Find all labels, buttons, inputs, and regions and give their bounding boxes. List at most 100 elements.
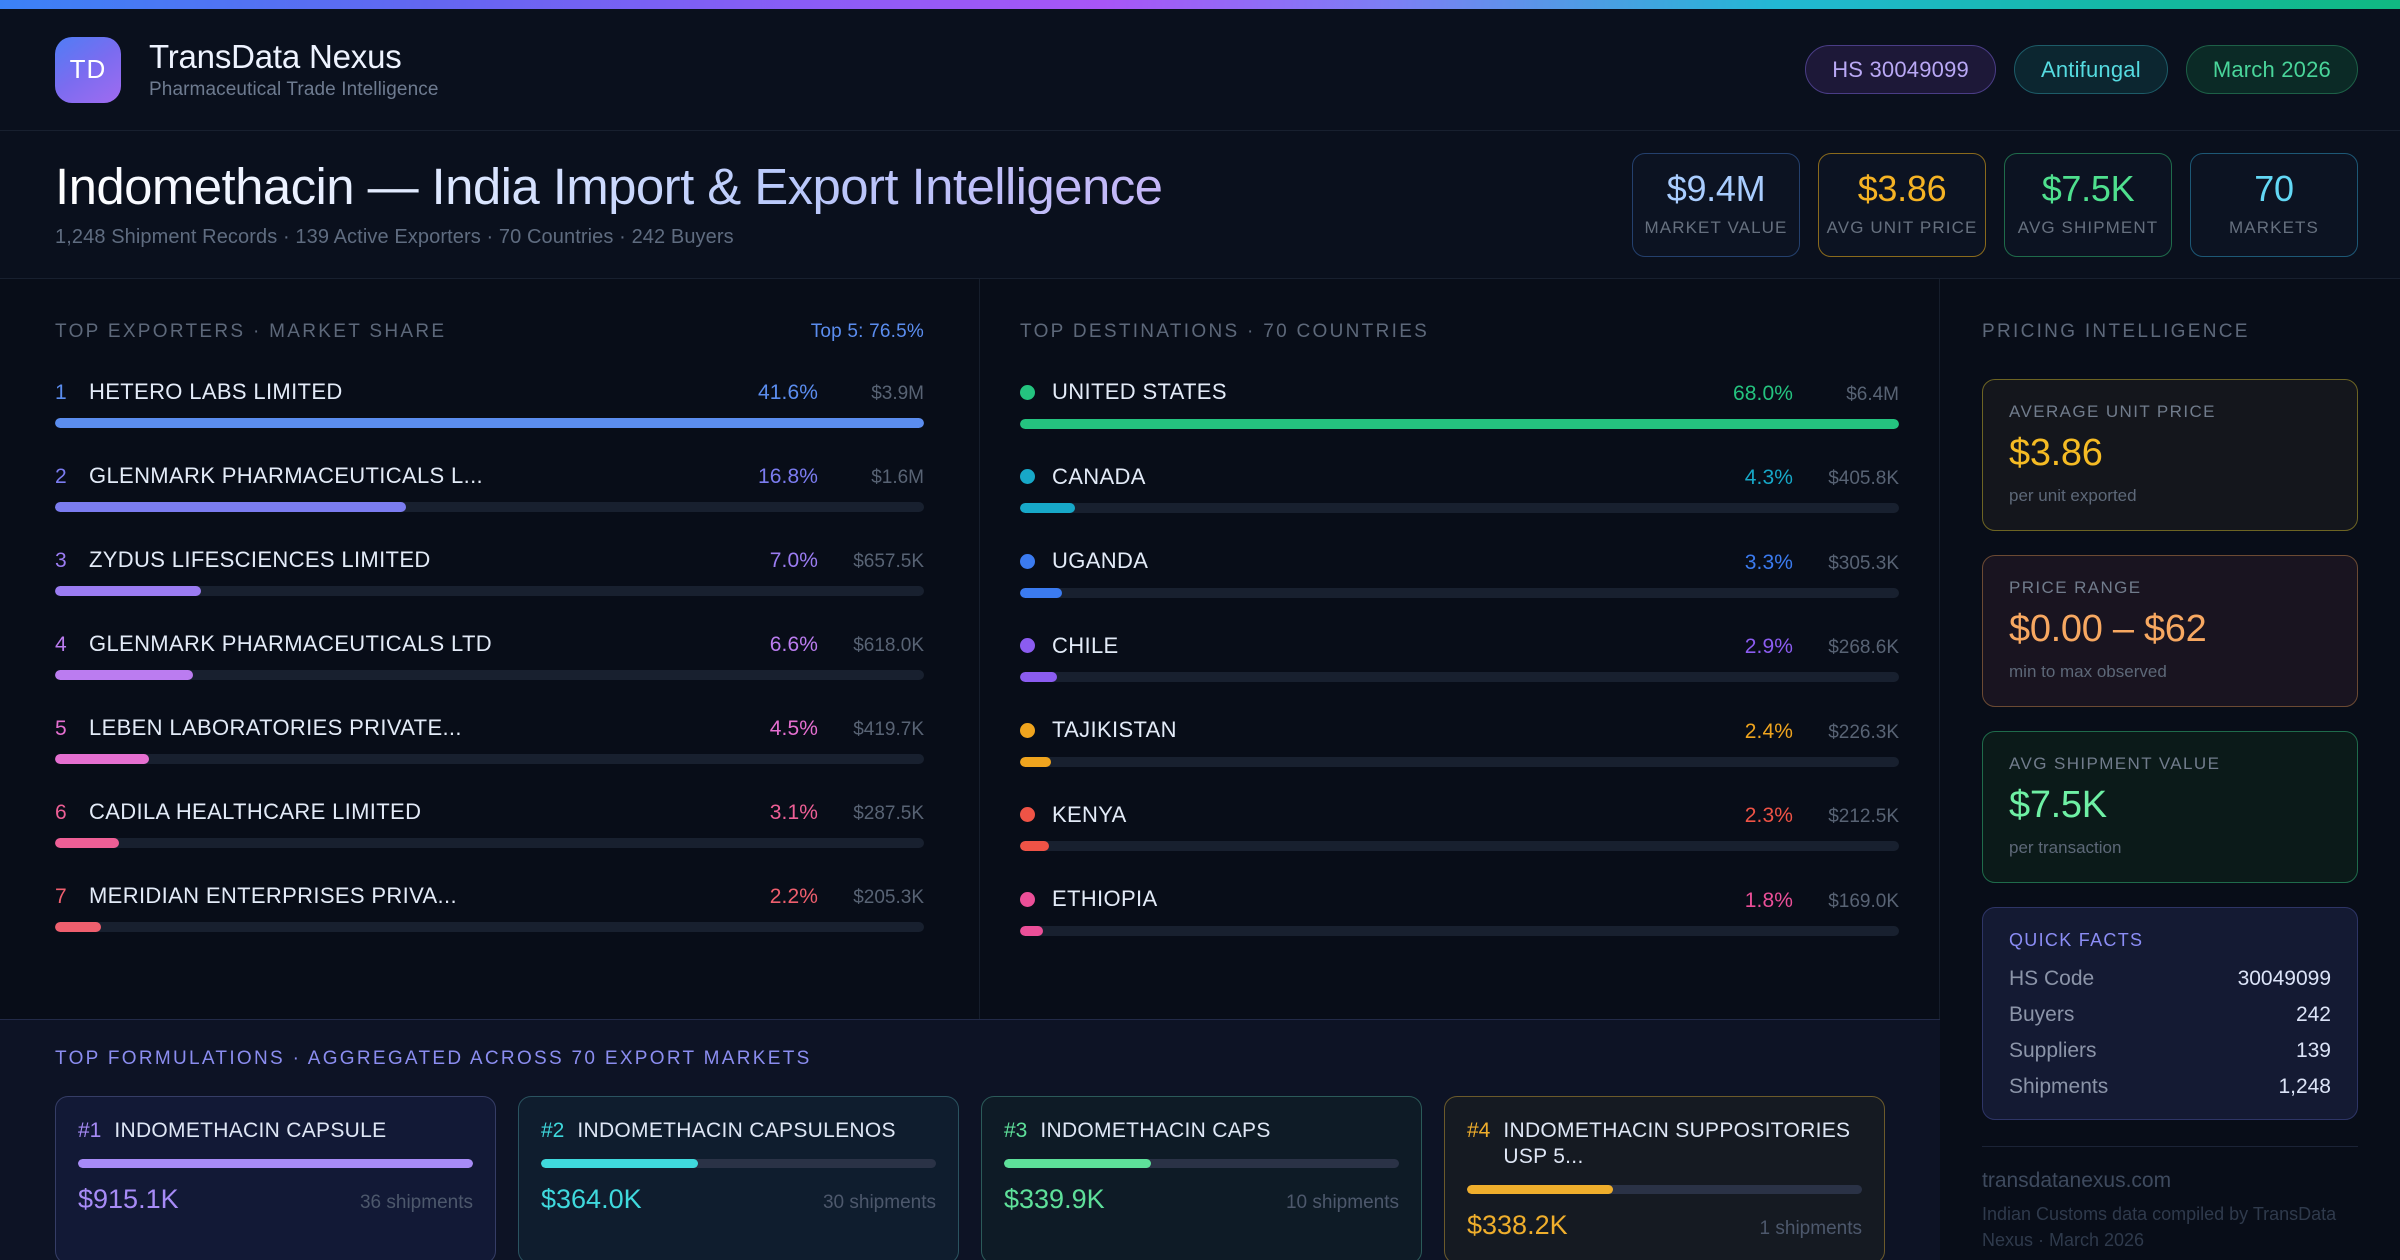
destination-row[interactable]: UGANDA 3.3% $305.3K bbox=[1020, 548, 1899, 598]
exporter-row[interactable]: 3 ZYDUS LIFESCIENCES LIMITED 7.0% $657.5K bbox=[55, 547, 924, 596]
pricing-card-sub: per unit exported bbox=[2009, 486, 2137, 505]
hs-code-pill[interactable]: HS 30049099 bbox=[1805, 45, 1996, 94]
exporter-row[interactable]: 1 HETERO LABS LIMITED 41.6% $3.9M bbox=[55, 379, 924, 428]
destination-bar-fill bbox=[1020, 841, 1049, 851]
exporter-row[interactable]: 7 MERIDIAN ENTERPRISES PRIVA... 2.2% $205.3… bbox=[55, 883, 924, 932]
exporter-bar-fill bbox=[55, 838, 120, 848]
brand-name: TransData Nexus bbox=[149, 37, 402, 75]
destination-bar-fill bbox=[1020, 503, 1076, 513]
formulation-bar-track bbox=[541, 1159, 936, 1169]
pricing-card-label: AVG SHIPMENT VALUE bbox=[2009, 754, 2221, 773]
exporter-row[interactable]: 6 CADILA HEALTHCARE LIMITED 3.1% $287.5K bbox=[55, 799, 924, 848]
brand-logo-initials: TD bbox=[69, 54, 107, 84]
destination-row[interactable]: UNITED STATES 68.0% $6.4M bbox=[1020, 379, 1899, 429]
kpi-value: $3.86 bbox=[1857, 168, 1947, 209]
destination-percent: 68.0% bbox=[1732, 381, 1793, 405]
sidebar-footer: transdatanexus.com Indian Customs data c… bbox=[1982, 1146, 2358, 1253]
exporters-panel: TOP EXPORTERS · MARKET SHARE Top 5: 76.5… bbox=[0, 279, 980, 1019]
quick-facts-title: QUICK FACTS bbox=[2009, 930, 2144, 950]
exporter-bar-track bbox=[55, 418, 924, 428]
exporter-amount: $1.6M bbox=[871, 467, 924, 488]
formulation-card[interactable]: #3 INDOMETHACIN CAPS $339.9K 10 shipments bbox=[981, 1096, 1422, 1260]
quick-fact-key: Buyers bbox=[2009, 1003, 2075, 1026]
footer-site[interactable]: transdatanexus.com bbox=[1982, 1169, 2172, 1192]
destination-row[interactable]: CANADA 4.3% $405.8K bbox=[1020, 464, 1899, 513]
exporter-amount: $3.9M bbox=[871, 383, 924, 404]
footer-note: Indian Customs data compiled by TransDat… bbox=[1982, 1204, 2337, 1251]
destination-row[interactable]: ETHIOPIA 1.8% $169.0K bbox=[1020, 886, 1899, 936]
formulations-panel: TOP FORMULATIONS · AGGREGATED ACROSS 70 … bbox=[0, 1019, 1940, 1260]
kpi-markets: 70 MARKETS bbox=[2190, 152, 2358, 257]
formulation-bar-fill bbox=[1467, 1185, 1613, 1195]
quick-fact-row: Shipments 1,248 bbox=[2009, 1075, 2331, 1099]
exporter-percent: 4.5% bbox=[769, 717, 818, 740]
formulation-card[interactable]: #2 INDOMETHACIN CAPSULENOS $364.0K 30 shipm… bbox=[518, 1096, 959, 1260]
formulation-shipments: 36 shipments bbox=[359, 1192, 473, 1214]
exporter-name: CADILA HEALTHCARE LIMITED bbox=[89, 799, 422, 824]
header-pill-group: HS 30049099 Antifungal March 2026 bbox=[1805, 45, 2358, 94]
pricing-card-sub: min to max observed bbox=[2009, 662, 2167, 681]
exporter-rank: 1 bbox=[55, 381, 67, 404]
country-dot-icon bbox=[1020, 722, 1035, 738]
destination-row[interactable]: CHILE 2.9% $268.6K bbox=[1020, 633, 1899, 682]
exporter-row[interactable]: 4 GLENMARK PHARMACEUTICALS LTD 6.6% $618.0K bbox=[55, 631, 924, 680]
formulation-name: INDOMETHACIN CAPSULENOS bbox=[577, 1119, 896, 1142]
exporter-rank: 5 bbox=[55, 717, 67, 740]
destinations-panel: TOP DESTINATIONS · 70 COUNTRIES UNITED S… bbox=[980, 279, 1940, 1019]
quick-fact-key: Shipments bbox=[2009, 1075, 2109, 1098]
exporter-bar-track bbox=[55, 586, 924, 596]
exporter-bar-track bbox=[55, 922, 924, 932]
destination-row[interactable]: KENYA 2.3% $212.5K bbox=[1020, 801, 1899, 851]
formulation-value: $339.9K bbox=[1004, 1184, 1105, 1215]
kpi-avg-shipment: $7.5K AVG SHIPMENT bbox=[2004, 152, 2172, 257]
country-dot-icon bbox=[1020, 891, 1035, 907]
period-pill[interactable]: March 2026 bbox=[2185, 45, 2358, 94]
pricing-section-title: PRICING INTELLIGENCE bbox=[1982, 321, 2250, 342]
app-header: TD TransData Nexus Pharmaceutical Trade … bbox=[0, 9, 2400, 131]
formulation-card[interactable]: #1 INDOMETHACIN CAPSULE $915.1K 36 shipment… bbox=[55, 1096, 496, 1260]
formulation-card[interactable]: #4 INDOMETHACIN SUPPOSITORIES USP 5... $33… bbox=[1444, 1096, 1885, 1260]
exporter-amount: $287.5K bbox=[853, 803, 924, 824]
exporter-amount: $657.5K bbox=[853, 551, 924, 572]
quick-facts-rows: HS Code 30049099 Buyers 242 Suppliers 139 Ship… bbox=[2009, 967, 2331, 1099]
destination-percent: 3.3% bbox=[1744, 550, 1793, 574]
exporter-row[interactable]: 2 GLENMARK PHARMACEUTICALS L... 16.8% $1.6M bbox=[55, 463, 924, 512]
destinations-header: TOP DESTINATIONS · 70 COUNTRIES bbox=[1020, 321, 1899, 343]
destination-amount: $226.3K bbox=[1828, 721, 1899, 743]
exporter-bar-track bbox=[55, 670, 924, 680]
exporter-row[interactable]: 5 LEBEN LABORATORIES PRIVATE... 4.5% $419.7… bbox=[55, 715, 924, 764]
formulation-bar-track bbox=[1467, 1185, 1862, 1195]
exporter-name: GLENMARK PHARMACEUTICALS LTD bbox=[89, 631, 493, 656]
kpi-label: MARKET VALUE bbox=[1644, 218, 1788, 237]
formulation-name: INDOMETHACIN SUPPOSITORIES USP 5... bbox=[1503, 1119, 1851, 1169]
pricing-card-value: $3.86 bbox=[2009, 432, 2103, 474]
country-dot-icon bbox=[1020, 384, 1035, 400]
destination-bar-track bbox=[1020, 503, 1899, 513]
quick-fact-value: 1,248 bbox=[2278, 1075, 2331, 1098]
pricing-card-label: PRICE RANGE bbox=[2009, 578, 2142, 597]
pricing-panel: PRICING INTELLIGENCE AVERAGE UNIT PRICE $… bbox=[1940, 279, 2400, 1250]
quick-facts-card: QUICK FACTS HS Code 30049099 Buyers 242 Supp… bbox=[1982, 907, 2358, 1120]
formulation-shipments: 10 shipments bbox=[1285, 1192, 1399, 1214]
destination-bar-track bbox=[1020, 925, 1899, 936]
exporter-bar-fill bbox=[55, 418, 924, 428]
destination-amount: $305.3K bbox=[1828, 552, 1899, 574]
formulation-value: $915.1K bbox=[78, 1184, 179, 1215]
destination-bar-fill bbox=[1020, 587, 1063, 598]
formulation-bar-track bbox=[1004, 1159, 1399, 1169]
formulation-rank: #3 bbox=[1004, 1119, 1028, 1142]
destination-bar-track bbox=[1020, 418, 1899, 429]
category-pill[interactable]: Antifungal bbox=[2013, 45, 2168, 94]
kpi-group: $9.4M MARKET VALUE $3.86 AVG UNIT PRICE … bbox=[1632, 152, 2358, 257]
destination-name: UNITED STATES bbox=[1052, 379, 1227, 404]
destination-row[interactable]: TAJIKISTAN 2.4% $226.3K bbox=[1020, 717, 1899, 767]
country-dot-icon bbox=[1020, 638, 1035, 653]
formulation-bar-track bbox=[78, 1159, 473, 1169]
formulation-bar-fill bbox=[1004, 1159, 1151, 1169]
quick-fact-row: Buyers 242 bbox=[2009, 1003, 2331, 1027]
destination-name: KENYA bbox=[1052, 801, 1127, 827]
kpi-label: MARKETS bbox=[2229, 218, 2319, 237]
exporter-percent: 2.2% bbox=[769, 885, 818, 908]
kpi-value: $9.4M bbox=[1666, 168, 1766, 209]
